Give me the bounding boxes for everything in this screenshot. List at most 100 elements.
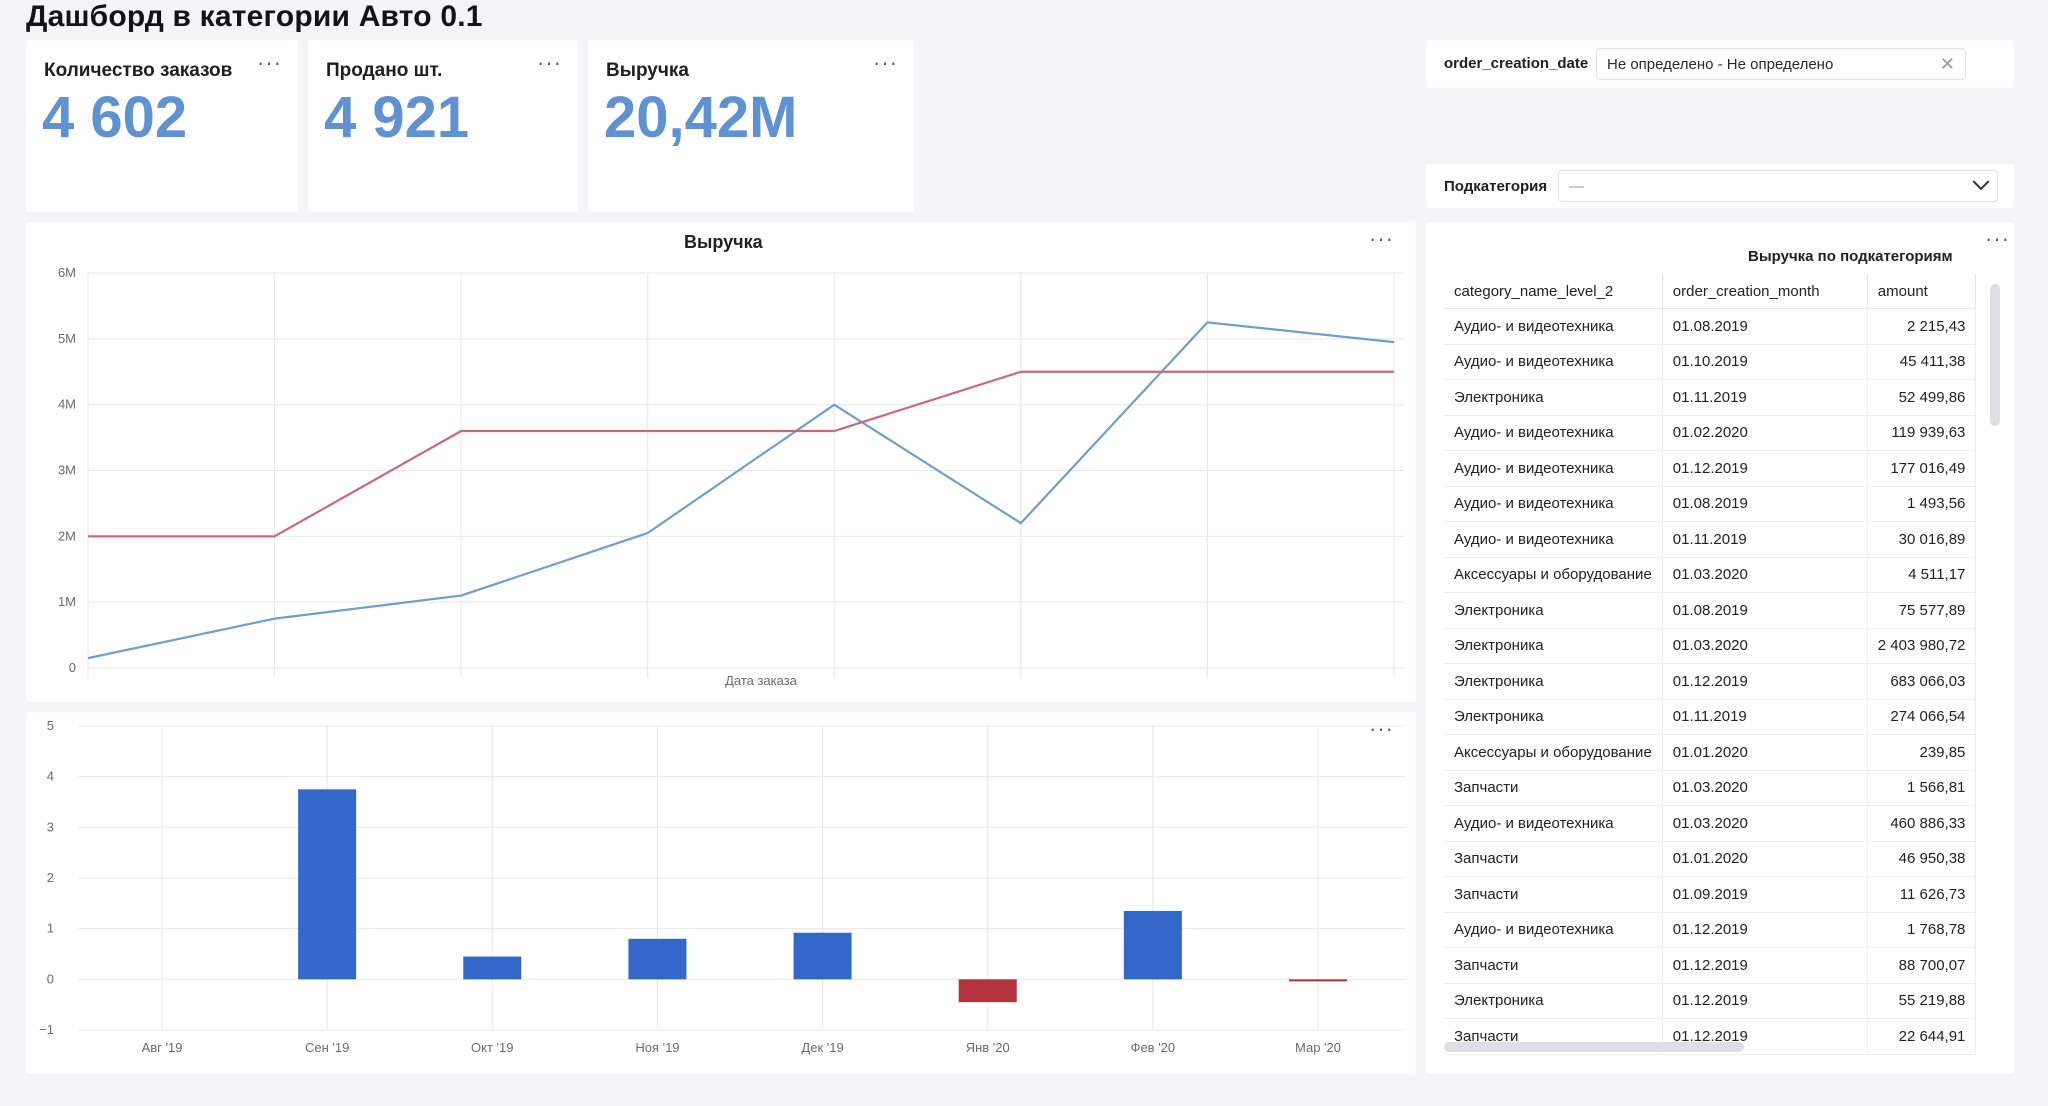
more-icon[interactable]: ··· [257,50,282,75]
table-cell: Запчасти [1444,947,1663,984]
column-header[interactable]: order_creation_month [1662,274,1868,309]
page-title: Дашборд в категории Авто 0.1 [26,0,483,33]
kpi-card-orders: Количество заказов 4 602 ··· [26,40,298,212]
table-scroll-area[interactable]: category_name_level_2 order_creation_mon… [1444,274,1990,1064]
table-row[interactable]: Аудио- и видеотехника 01.08.2019 2 215,43 [1444,308,1977,345]
table-row[interactable]: Аудио- и видеотехника 01.02.2020 119 939,6… [1444,415,1977,451]
table-cell: 2 403 980,72 [1867,628,1977,664]
table-cell: 01.01.2020 [1662,734,1868,771]
column-header[interactable]: amount [1867,274,1977,309]
y-tick-label: −1 [39,1022,54,1037]
x-axis-label: Дата заказа [725,673,798,688]
bar[interactable] [1123,910,1182,980]
table-row[interactable]: Аудио- и видеотехника 01.12.2019 177 016,4… [1444,450,1977,487]
x-tick-label: Фев '20 [1131,1040,1176,1055]
table-row[interactable]: Аудио- и видеотехника 01.03.2020 460 886,3… [1444,805,1977,842]
kpi-card-revenue: Выручка 20,42M ··· [588,40,914,212]
table-row[interactable]: Аудио- и видеотехника 01.08.2019 1 493,56 [1444,486,1977,522]
y-tick-label: 0 [69,660,76,675]
revenue-line-chart-card: Выручка ··· 0 1M 2M 3M 4M 5M 6M Дата заказа [26,222,1416,702]
table-cell: Аудио- и видеотехника [1444,308,1663,345]
y-tick-label: 3 [47,819,54,834]
table-cell: Аудио- и видеотехника [1444,450,1663,487]
table-row[interactable]: Аудио- и видеотехника 01.11.2019 30 016,89 [1444,521,1977,558]
subcategory-select[interactable]: — [1558,170,1998,202]
y-tick-label: 0 [47,971,54,986]
table-row[interactable]: Электроника 01.12.2019 55 219,88 [1444,983,1977,1019]
table-row[interactable]: Запчасти 01.09.2019 11 626,73 [1444,876,1977,913]
bar[interactable] [463,956,522,980]
date-filter-value: Не определено - Не определено [1607,55,1834,73]
table-header-row: category_name_level_2 order_creation_mon… [1444,274,1977,309]
column-header[interactable]: category_name_level_2 [1444,274,1663,309]
table-cell: Аудио- и видеотехника [1444,805,1663,842]
table-row[interactable]: Аксессуары и оборудование 01.03.2020 4 511… [1444,557,1977,593]
y-tick-label: 4 [47,769,54,784]
table-body: Аудио- и видеотехника 01.08.2019 2 215,43 А… [1444,308,1977,1055]
table-cell: 01.03.2020 [1662,628,1868,664]
x-tick-label: Мар '20 [1295,1040,1341,1055]
kpi-label: Количество заказов [44,60,233,81]
more-icon[interactable]: ··· [537,50,562,75]
table-row[interactable]: Запчасти 01.12.2019 88 700,07 [1444,947,1977,984]
table-cell: Запчасти [1444,770,1663,806]
bar[interactable] [793,932,852,980]
bar[interactable] [628,938,687,980]
table-cell: Аксессуары и оборудование [1444,557,1663,593]
y-tick-label: 6M [58,265,76,280]
y-tick-label: 2M [58,528,76,543]
table-cell: 1 768,78 [1867,912,1977,948]
y-tick-label: 3M [58,463,76,478]
horizontal-scrollbar[interactable] [1444,1042,1744,1052]
table-cell: 01.11.2019 [1662,521,1868,558]
bar[interactable] [1289,979,1347,982]
table-cell: 01.11.2019 [1662,699,1868,735]
more-icon[interactable]: ··· [873,50,898,75]
y-tick-label: 5M [58,331,76,346]
x-tick-label: Янв '20 [966,1040,1010,1055]
table-row[interactable]: Аксессуары и оборудование 01.01.2020 239,8… [1444,734,1977,771]
bar[interactable] [298,789,357,980]
table-cell: Аудио- и видеотехника [1444,521,1663,558]
table-cell: 01.08.2019 [1662,592,1868,629]
y-tick-label: 1M [58,594,76,609]
table-row[interactable]: Электроника 01.08.2019 75 577,89 [1444,592,1977,629]
x-tick-label: Авг '19 [142,1040,183,1055]
table-row[interactable]: Запчасти 01.03.2020 1 566,81 [1444,770,1977,806]
table-cell: 22 644,91 [1867,1018,1977,1055]
date-filter-input[interactable]: Не определено - Не определено ✕ [1596,48,1966,80]
table-row[interactable]: Электроника 01.11.2019 52 499,86 [1444,379,1977,416]
table-cell: 01.12.2019 [1662,912,1868,948]
table-cell: 52 499,86 [1867,379,1977,416]
table-cell: 11 626,73 [1867,876,1977,913]
chevron-down-icon [1972,173,1990,191]
table-row[interactable]: Аудио- и видеотехника 01.12.2019 1 768,78 [1444,912,1977,948]
table-row[interactable]: Электроника 01.11.2019 274 066,54 [1444,699,1977,735]
table-row[interactable]: Электроника 01.12.2019 683 066,03 [1444,663,1977,700]
table-title: Выручка по подкатегориям [1748,248,1953,265]
y-tick-label: 1 [47,921,54,936]
table-cell: 1 566,81 [1867,770,1977,806]
table-cell: 119 939,63 [1867,415,1977,451]
table-row[interactable]: Электроника 01.03.2020 2 403 980,72 [1444,628,1977,664]
date-filter-label: order_creation_date [1444,55,1589,72]
clear-icon[interactable]: ✕ [1939,53,1955,74]
bar[interactable] [958,979,1017,1003]
more-icon[interactable]: ··· [1985,226,2010,251]
table-cell: Аксессуары и оборудование [1444,734,1663,771]
table-cell: 4 511,17 [1867,557,1977,593]
table-cell: 88 700,07 [1867,947,1977,984]
table-cell: 683 066,03 [1867,663,1977,700]
table-cell: 45 411,38 [1867,344,1977,380]
table-cell: 01.03.2020 [1662,557,1868,593]
y-tick-label: 5 [47,718,54,733]
table-cell: 46 950,38 [1867,841,1977,877]
subcategory-filter-card: Подкатегория — [1426,164,2014,208]
vertical-scrollbar[interactable] [1990,284,2000,426]
table-cell: Запчасти [1444,841,1663,877]
table-row[interactable]: Запчасти 01.01.2020 46 950,38 [1444,841,1977,877]
subcategory-value: — [1569,177,1584,195]
table-row[interactable]: Аудио- и видеотехника 01.10.2019 45 411,38 [1444,344,1977,380]
table-cell: 177 016,49 [1867,450,1977,487]
table-cell: 01.12.2019 [1662,450,1868,487]
